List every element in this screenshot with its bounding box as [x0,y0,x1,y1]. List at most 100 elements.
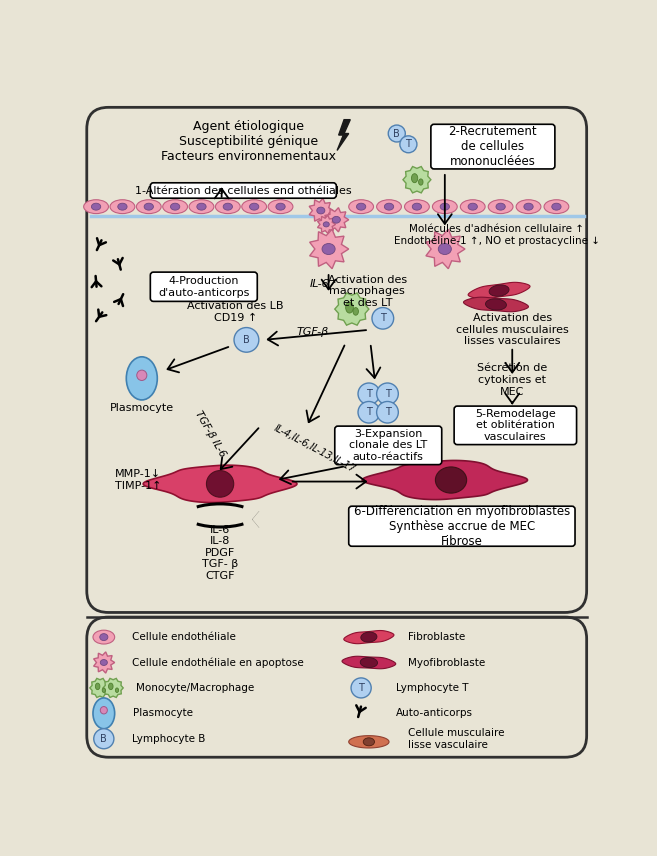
Ellipse shape [353,307,359,315]
Text: T: T [366,407,372,417]
Ellipse shape [516,199,541,214]
Text: 5-Remodelage
et oblitération
vasculaires: 5-Remodelage et oblitération vasculaires [475,409,556,442]
Text: T: T [405,140,411,149]
Polygon shape [426,229,465,269]
Ellipse shape [137,199,161,214]
Ellipse shape [440,203,449,210]
Text: B: B [243,335,250,345]
Circle shape [376,401,398,423]
Polygon shape [489,285,509,296]
Ellipse shape [189,199,214,214]
Ellipse shape [413,203,422,210]
FancyBboxPatch shape [431,124,555,169]
Polygon shape [361,632,377,642]
FancyBboxPatch shape [150,272,258,301]
Text: T: T [384,407,390,417]
Text: IL-6: IL-6 [309,279,329,288]
Ellipse shape [108,683,113,690]
FancyBboxPatch shape [150,183,336,199]
FancyBboxPatch shape [454,406,577,444]
Text: 1-Altération des cellules end othéliales: 1-Altération des cellules end othéliales [135,186,351,195]
Ellipse shape [223,203,233,210]
Polygon shape [342,657,396,669]
Text: Myofibroblaste: Myofibroblaste [407,657,485,668]
Circle shape [358,383,380,405]
Ellipse shape [242,199,267,214]
Circle shape [388,125,405,142]
Ellipse shape [137,370,147,380]
Text: 6-Différenciation en myofibroblastes
Synthèse accrue de MEC
Fibrose: 6-Différenciation en myofibroblastes Syn… [353,505,570,548]
Text: T: T [380,313,386,324]
Ellipse shape [323,222,329,227]
Ellipse shape [461,199,485,214]
Polygon shape [468,282,530,299]
Ellipse shape [101,706,107,714]
Text: T: T [366,389,372,399]
Text: B: B [394,128,400,139]
Text: Activation des LB
CD19 ↑: Activation des LB CD19 ↑ [187,301,284,323]
Text: Plasmocyte: Plasmocyte [110,402,174,413]
Ellipse shape [215,199,240,214]
Polygon shape [309,199,333,223]
Ellipse shape [197,203,206,210]
Text: IL-6
IL-8
PDGF
TGF- β
CTGF: IL-6 IL-8 PDGF TGF- β CTGF [202,525,238,581]
Text: TGF-β IL-6: TGF-β IL-6 [193,409,227,459]
FancyBboxPatch shape [335,426,442,465]
Text: Lymphocyte T: Lymphocyte T [396,683,468,693]
Ellipse shape [93,630,115,644]
Ellipse shape [552,203,561,210]
Polygon shape [90,679,110,698]
Ellipse shape [332,217,340,223]
FancyBboxPatch shape [349,506,575,546]
Text: Activation des
cellules musculaires
lisses vasculaires: Activation des cellules musculaires liss… [456,313,568,347]
Text: Agent étiologique
Susceptibilité génique
Facteurs environnementaux: Agent étiologique Susceptibilité génique… [161,120,336,163]
Text: Auto-anticorps: Auto-anticorps [396,708,473,718]
Text: IL-4,IL-6,IL-13,IL-17: IL-4,IL-6,IL-13,IL-17 [272,424,357,475]
Polygon shape [344,631,394,644]
Ellipse shape [436,467,466,493]
Ellipse shape [405,199,429,214]
Text: Sécrétion de
cytokines et
MEC: Sécrétion de cytokines et MEC [477,363,547,396]
Ellipse shape [83,199,108,214]
Circle shape [376,383,398,405]
Ellipse shape [438,243,451,254]
Ellipse shape [101,659,107,665]
Ellipse shape [170,203,180,210]
Ellipse shape [268,199,293,214]
FancyBboxPatch shape [87,617,587,758]
Ellipse shape [317,207,325,214]
Polygon shape [143,465,297,502]
Text: Cellule musculaire
lisse vasculaire: Cellule musculaire lisse vasculaire [407,728,504,750]
Ellipse shape [110,199,135,214]
Ellipse shape [93,698,115,728]
Text: Cellule endothéliale: Cellule endothéliale [133,632,237,642]
Ellipse shape [544,199,569,214]
Polygon shape [94,652,115,673]
Text: Monocyte/Macrophage: Monocyte/Macrophage [137,683,255,693]
Circle shape [358,401,380,423]
Text: Lymphocyte B: Lymphocyte B [133,734,206,744]
Ellipse shape [116,688,119,693]
Ellipse shape [419,179,423,185]
Text: MMP-1↓
TIMP-1↑: MMP-1↓ TIMP-1↑ [115,469,161,490]
Text: B: B [101,734,107,744]
Ellipse shape [496,203,505,210]
Ellipse shape [250,203,259,210]
Ellipse shape [384,203,394,210]
Ellipse shape [100,633,108,640]
Text: T: T [384,389,390,399]
Polygon shape [337,120,350,151]
Polygon shape [362,461,528,500]
Ellipse shape [357,203,366,210]
Text: 4-Production
d'auto-anticorps: 4-Production d'auto-anticorps [158,276,250,298]
Polygon shape [325,208,349,232]
Polygon shape [463,297,528,312]
Ellipse shape [488,199,513,214]
Text: Activation des
macrophages
et des LT: Activation des macrophages et des LT [328,275,407,308]
Text: T: T [358,683,364,693]
Ellipse shape [432,199,457,214]
Circle shape [234,328,259,352]
Ellipse shape [144,203,154,210]
Text: 2-Recrutement
de cellules
mononucléées: 2-Recrutement de cellules mononucléées [449,125,537,168]
Text: Fibroblaste: Fibroblaste [407,632,465,642]
